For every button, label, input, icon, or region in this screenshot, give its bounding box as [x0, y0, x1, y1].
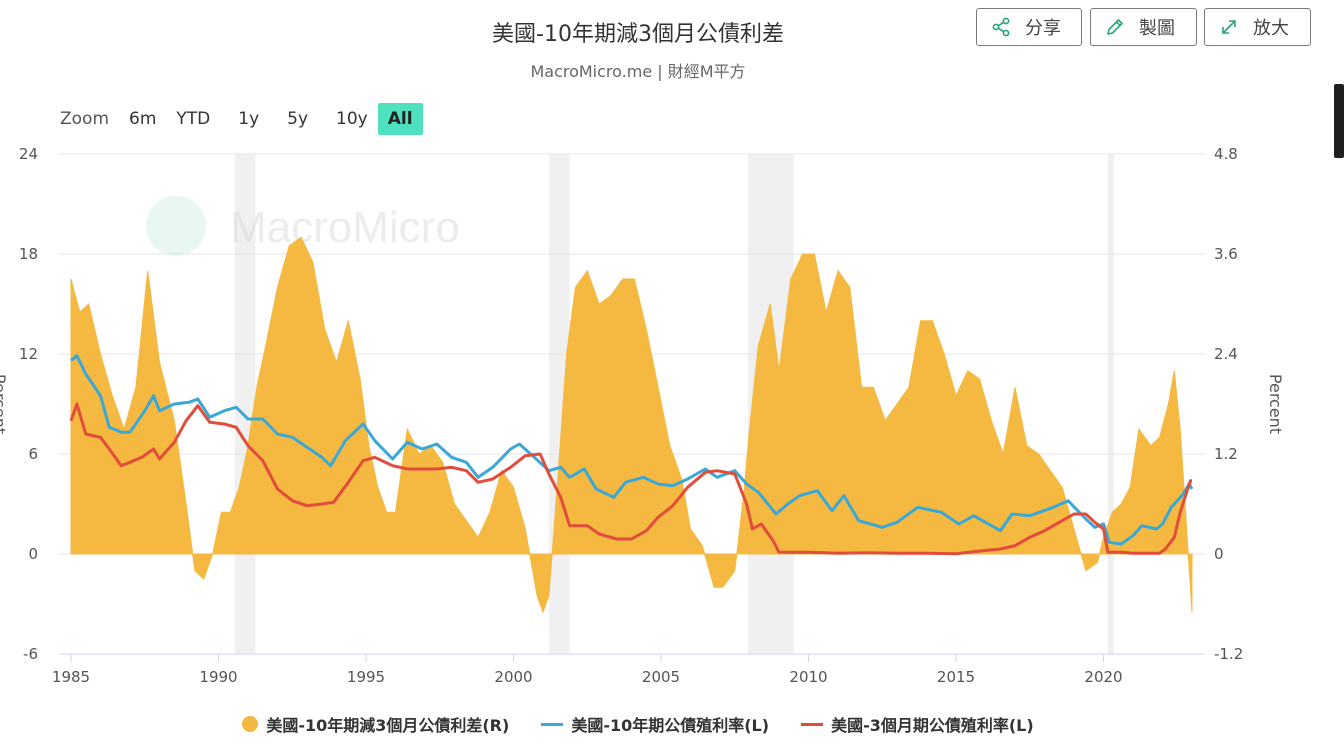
recession-band-3	[1107, 154, 1114, 654]
zoom-all-button[interactable]: All	[377, 103, 423, 135]
y-left-tick-1: 18	[19, 245, 38, 263]
chart-subtitle: MacroMicro.me | 財經M平方	[530, 62, 746, 81]
zoom-bar: Zoom 6m YTD 1y 5y 10y All	[60, 102, 423, 136]
series-three-month-line	[69, 402, 1192, 556]
zoom-5y-button[interactable]: 5y	[287, 109, 309, 129]
x-tick-4: 2005	[642, 668, 680, 686]
legend-marker-spread	[242, 716, 259, 732]
x-tick-7: 2020	[1084, 668, 1122, 686]
y-right-tick-1: 3.6	[1214, 245, 1238, 263]
share-button[interactable]: 分享	[976, 8, 1082, 46]
zoom-10y-button[interactable]: 10y	[336, 109, 368, 129]
expand-icon	[1222, 20, 1236, 34]
y-right-tick-0: 4.8	[1214, 145, 1238, 163]
series-spread-area	[70, 236, 1193, 614]
expand-button[interactable]: 放大	[1204, 8, 1311, 46]
y-left-tick-3: 6	[28, 445, 38, 463]
chart-title: 美國-10年期減3個月公債利差	[492, 22, 784, 47]
expand-label: 放大	[1253, 18, 1289, 39]
y-left-tick-4: 0	[28, 545, 38, 563]
draw-chart-button[interactable]: 製圖	[1090, 8, 1197, 46]
y-right-axis-title: Percent	[1266, 374, 1285, 434]
x-tick-2: 1995	[347, 668, 385, 686]
y-right-tick-3: 1.2	[1214, 445, 1238, 463]
chart-legend: 美國-10年期減3個月公債利差(R) 美國-10年期公債殖利率(L) 美國-3個…	[0, 712, 1276, 736]
watermark-logo	[146, 196, 206, 256]
x-tick-3: 2000	[494, 668, 532, 686]
share-icon	[992, 17, 1010, 37]
watermark: MacroMicro	[146, 196, 460, 256]
legend-item-spread[interactable]: 美國-10年期減3個月公債利差(R)	[242, 712, 509, 736]
y-right-tick-5: -1.2	[1214, 645, 1243, 663]
series-ten-year-line	[70, 354, 1194, 546]
x-tick-1: 1990	[199, 668, 237, 686]
y-right-tick-4: 0	[1214, 545, 1224, 563]
zoom-ytd-button[interactable]: YTD	[176, 109, 211, 129]
zoom-6m-button[interactable]: 6m	[129, 109, 157, 129]
watermark-text: MacroMicro	[230, 203, 460, 252]
zoom-1y-button[interactable]: 1y	[238, 109, 260, 129]
y-left-tick-0: 24	[19, 145, 38, 163]
share-label: 分享	[1025, 18, 1061, 39]
y-right-tick-2: 2.4	[1214, 345, 1238, 363]
legend-marker-three-month	[801, 722, 824, 726]
page-scrollbar[interactable]	[1334, 84, 1344, 158]
x-tick-0: 1985	[52, 668, 90, 686]
x-tick-5: 2010	[789, 668, 827, 686]
legend-label-three-month: 美國-3個月期公債殖利率(L)	[831, 716, 1034, 735]
draw-chart-label: 製圖	[1139, 18, 1175, 39]
pencil-icon	[1107, 19, 1123, 35]
legend-item-ten-year[interactable]: 美國-10年期公債殖利率(L)	[541, 712, 769, 736]
y-left-tick-2: 12	[19, 345, 38, 363]
y-left-axis-title: Percent	[0, 374, 9, 434]
zoom-label: Zoom	[60, 109, 110, 129]
x-tick-6: 2015	[937, 668, 975, 686]
legend-marker-ten-year	[541, 722, 564, 726]
legend-label-spread: 美國-10年期減3個月公債利差(R)	[266, 716, 510, 735]
legend-item-three-month[interactable]: 美國-3個月期公債殖利率(L)	[801, 712, 1034, 736]
legend-label-ten-year: 美國-10年期公債殖利率(L)	[571, 716, 770, 735]
y-left-tick-5: -6	[23, 645, 38, 663]
